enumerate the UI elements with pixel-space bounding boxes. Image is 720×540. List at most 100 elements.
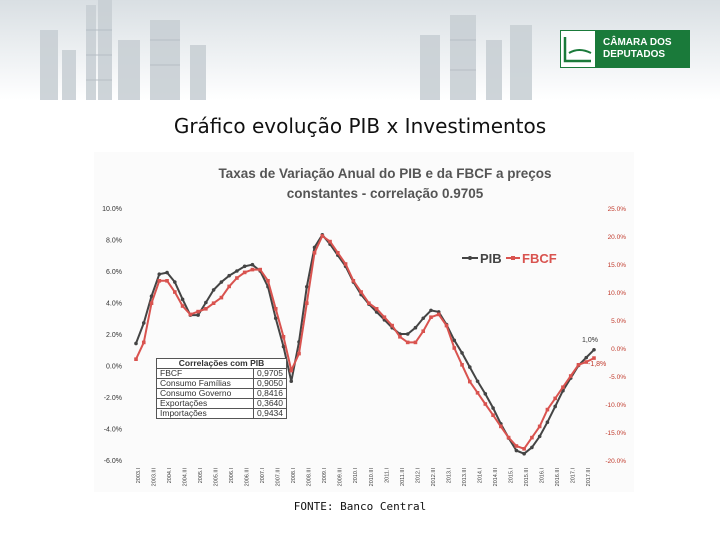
y-left-tick-label: 2.0% xyxy=(106,332,122,339)
data-point-pib xyxy=(157,272,162,276)
data-point-pib xyxy=(149,294,154,298)
data-point-fbcf xyxy=(320,234,325,238)
pib-last-annotation: 1,0% xyxy=(582,337,598,344)
x-tick-label: 2012.I xyxy=(415,468,421,484)
data-point-fbcf xyxy=(444,323,449,328)
data-point-fbcf xyxy=(266,279,270,283)
corr-value: 0,3640 xyxy=(253,398,287,409)
y-right-tick-label: 15.0% xyxy=(608,262,627,269)
x-tick-label: 2014.I xyxy=(477,468,483,484)
x-tick-label: 2011.III xyxy=(400,468,406,486)
y-right-tick-label: -20.0% xyxy=(605,458,626,465)
y-left-tick-label: -6.0% xyxy=(104,458,122,465)
y-right-tick-label: 10.0% xyxy=(608,290,627,297)
data-point-fbcf xyxy=(134,357,138,361)
correlation-table: Correlações com PIB FBCF 0,9705 Consumo F… xyxy=(156,358,287,419)
slide-title: Gráfico evolução PIB x Investimentos xyxy=(173,114,547,138)
data-point-fbcf xyxy=(576,363,581,367)
data-point-fbcf xyxy=(235,276,239,280)
y-right-tick-label: 25.0% xyxy=(608,206,627,213)
y-right-tick-label: -10.0% xyxy=(605,402,626,409)
corr-value: 0,9050 xyxy=(253,378,287,389)
data-point-fbcf xyxy=(460,363,464,367)
data-point-pib xyxy=(491,406,495,410)
x-tick-label: 2004.III xyxy=(183,468,189,487)
corr-value: 0,8416 xyxy=(253,388,287,399)
chart-title-line-1: Taxas de Variação Anual do PIB e da FBCF… xyxy=(218,166,551,181)
corr-label: Consumo Famílias xyxy=(156,378,254,389)
data-point-pib xyxy=(429,308,433,313)
data-point-fbcf xyxy=(499,424,503,429)
data-point-fbcf xyxy=(250,267,255,272)
data-point-fbcf xyxy=(522,447,526,451)
data-point-fbcf xyxy=(211,301,216,305)
chart-container: Taxas de Variação Anual do PIB e da FBCF… xyxy=(94,152,634,492)
y-right-tick-label: 20.0% xyxy=(608,234,627,241)
x-tick-label: 2009.III xyxy=(338,468,344,487)
data-point-pib xyxy=(134,341,138,346)
data-point-pib xyxy=(273,316,278,321)
data-point-fbcf xyxy=(173,290,177,294)
data-point-pib xyxy=(196,313,200,317)
x-tick-label: 2013.I xyxy=(446,468,452,484)
x-tick-label: 2016.III xyxy=(555,468,561,487)
data-point-fbcf xyxy=(273,307,278,311)
data-point-fbcf xyxy=(405,340,410,345)
x-tick-label: 2007.I xyxy=(260,468,266,484)
y-left-tick-label: 8.0% xyxy=(106,238,122,245)
series-line-pib xyxy=(135,233,595,455)
data-point-fbcf xyxy=(374,307,379,311)
data-point-fbcf xyxy=(157,279,162,283)
data-point-pib xyxy=(452,338,457,343)
data-point-fbcf xyxy=(530,435,534,440)
logo-line-2: DEPUTADOS xyxy=(603,49,666,60)
data-point-fbcf xyxy=(483,402,488,406)
table-row: Consumo Famílias 0,9050 xyxy=(156,378,287,389)
corr-label: Exportações xyxy=(156,398,254,409)
x-tick-label: 2005.III xyxy=(214,468,220,487)
data-point-fbcf xyxy=(242,270,247,275)
city-skyline-image xyxy=(40,0,532,100)
data-point-pib xyxy=(522,451,526,456)
y-right-tick-label: -15.0% xyxy=(605,430,626,437)
data-point-pib xyxy=(413,325,418,330)
data-point-fbcf xyxy=(149,301,154,305)
x-tick-label: 2014.III xyxy=(493,468,499,487)
x-tick-label: 2003.I xyxy=(136,468,142,484)
camara-logo: CÂMARA DOS DEPUTADOS xyxy=(560,30,690,68)
data-point-fbcf xyxy=(289,368,294,373)
data-point-fbcf xyxy=(196,309,200,314)
data-point-fbcf xyxy=(553,396,557,401)
source-caption: FONTE: Banco Central xyxy=(293,500,427,513)
data-point-pib xyxy=(475,379,480,384)
data-point-fbcf xyxy=(227,284,231,289)
x-tick-label: 2016.I xyxy=(539,468,545,484)
data-point-fbcf xyxy=(491,413,495,417)
data-point-fbcf xyxy=(537,424,542,429)
data-point-fbcf xyxy=(382,315,387,319)
data-point-fbcf xyxy=(452,346,457,350)
data-point-pib xyxy=(584,355,589,360)
x-tick-label: 2013.III xyxy=(462,468,468,487)
data-point-pib xyxy=(545,420,550,425)
data-point-fbcf xyxy=(165,279,169,283)
data-point-fbcf xyxy=(367,301,371,305)
y-right-tick-label: 5.0% xyxy=(611,318,626,325)
corr-value: 0,9434 xyxy=(253,408,287,419)
y-left-tick-label: -2.0% xyxy=(104,395,122,402)
data-point-pib xyxy=(141,321,146,325)
x-tick-label: 2003.III xyxy=(152,468,158,487)
data-point-fbcf xyxy=(304,301,309,305)
data-point-fbcf xyxy=(592,356,596,360)
x-tick-label: 2015.III xyxy=(524,468,530,487)
data-point-fbcf xyxy=(475,391,480,395)
data-point-pib xyxy=(281,344,286,349)
x-tick-label: 2006.III xyxy=(245,468,251,487)
data-point-pib xyxy=(219,280,224,284)
data-point-fbcf xyxy=(390,323,394,328)
y-right-tick-label: 0.0% xyxy=(611,346,626,353)
legend-fbcf-marker xyxy=(511,256,515,260)
data-point-fbcf xyxy=(561,385,565,389)
x-tick-label: 2015.I xyxy=(508,468,514,484)
data-point-fbcf xyxy=(343,262,348,266)
